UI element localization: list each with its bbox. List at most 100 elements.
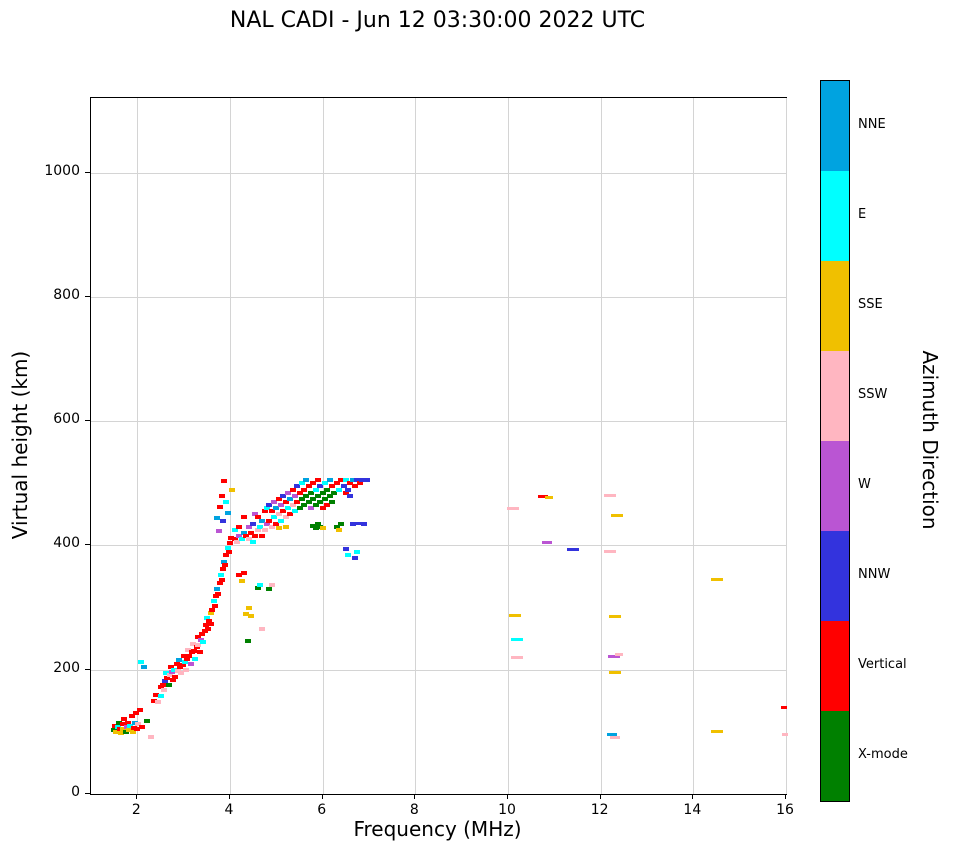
data-point-e	[354, 549, 361, 554]
colorbar-segment-ssw	[821, 351, 849, 441]
data-point-vertical	[252, 534, 259, 539]
data-point-nne	[141, 664, 148, 669]
data-point-sse	[319, 526, 326, 531]
data-point-ssw	[268, 583, 275, 588]
data-point-e	[291, 509, 298, 514]
gridline-y-1000	[91, 172, 786, 174]
data-point-nnw	[354, 522, 365, 526]
data-point-w	[252, 512, 259, 517]
data-point-nnw	[354, 478, 361, 483]
data-point-e	[200, 640, 207, 645]
data-point-vertical	[333, 481, 340, 486]
data-point-nnw	[162, 678, 169, 683]
data-point-x	[315, 493, 322, 498]
data-point-vertical	[352, 484, 359, 489]
data-point-x	[308, 490, 315, 495]
x-tick-mark	[414, 794, 416, 799]
data-point-e	[511, 638, 524, 642]
data-point-ssw	[161, 687, 168, 692]
data-point-ssw	[148, 734, 155, 739]
data-point-vertical	[179, 662, 186, 667]
y-tick-label-800: 800	[53, 286, 80, 303]
data-point-vertical	[196, 650, 203, 655]
colorbar-segment-x	[821, 711, 849, 801]
data-point-ssw	[268, 524, 275, 529]
y-tick-label-600: 600	[53, 411, 80, 428]
colorbar-segment-nne	[821, 81, 849, 171]
data-point-vertical	[301, 487, 308, 492]
data-point-vertical	[338, 478, 345, 483]
x-tick-label-16: 16	[776, 802, 794, 818]
data-point-vertical	[247, 531, 254, 535]
data-point-nnw	[352, 555, 359, 560]
data-point-vertical	[209, 608, 216, 613]
data-point-vertical	[259, 534, 266, 539]
data-point-vertical	[268, 509, 275, 514]
data-point-x	[310, 523, 317, 528]
data-point-sse	[710, 730, 723, 734]
gridline-x-6	[322, 98, 324, 794]
data-point-sse	[207, 610, 214, 615]
data-point-x	[315, 521, 322, 526]
data-point-e	[217, 573, 224, 578]
data-point-w	[291, 493, 298, 498]
data-point-e	[312, 487, 319, 492]
data-point-nnw	[294, 484, 301, 489]
data-point-e	[277, 518, 284, 523]
data-point-vertical	[193, 645, 200, 650]
data-point-nnw	[340, 484, 347, 489]
data-point-x	[317, 499, 324, 504]
data-point-nne	[221, 559, 228, 564]
y-tick-label-400: 400	[53, 535, 80, 552]
gridline-y-400	[91, 545, 786, 547]
data-point-ssw	[155, 700, 162, 705]
colorbar-segment-w	[821, 441, 849, 531]
data-point-nne	[214, 586, 221, 591]
y-tick-mark	[85, 171, 90, 173]
data-point-nnw	[280, 493, 287, 498]
data-point-e	[342, 478, 349, 483]
data-point-vertical	[133, 711, 140, 716]
data-point-vertical	[231, 537, 238, 542]
gridline-x-8	[415, 98, 417, 794]
data-point-nnw	[266, 503, 273, 508]
data-point-vertical	[275, 496, 282, 501]
data-point-ssw	[195, 642, 202, 647]
data-point-x	[326, 493, 333, 498]
y-axis-label: Virtual height (km)	[8, 350, 32, 540]
data-point-e	[171, 667, 178, 672]
data-point-e	[238, 537, 245, 542]
data-point-nne	[132, 720, 139, 725]
x-tick-mark	[507, 794, 508, 799]
data-point-e	[250, 540, 257, 545]
data-point-ssw	[261, 527, 268, 532]
data-point-w	[169, 670, 176, 675]
x-tick-label-2: 2	[131, 802, 141, 818]
data-point-vertical	[243, 534, 250, 539]
data-point-w	[124, 724, 131, 729]
data-point-vertical	[223, 553, 230, 558]
data-point-vertical	[128, 714, 135, 719]
data-point-x	[331, 490, 338, 495]
data-point-vertical	[152, 692, 159, 697]
data-point-vertical	[167, 664, 174, 669]
data-point-vertical	[289, 487, 296, 492]
colorbar-segment-sse	[821, 261, 849, 351]
colorbar-category-label-sse: SSE	[858, 297, 883, 312]
data-point-sse	[113, 729, 120, 734]
data-point-vertical	[240, 570, 247, 575]
data-point-vertical	[125, 720, 132, 725]
data-point-vertical	[116, 726, 123, 731]
data-point-x	[115, 720, 122, 725]
data-point-vertical	[226, 549, 233, 554]
data-point-vertical	[328, 484, 335, 489]
data-point-x	[338, 521, 345, 526]
data-point-vertical	[220, 478, 227, 483]
data-point-vertical	[134, 726, 141, 731]
data-point-nne	[326, 478, 333, 483]
data-point-e	[157, 693, 164, 698]
data-point-vertical	[310, 481, 317, 486]
gridline-x-4	[230, 98, 231, 794]
data-point-ssw	[609, 735, 620, 739]
data-point-vertical	[240, 515, 247, 520]
